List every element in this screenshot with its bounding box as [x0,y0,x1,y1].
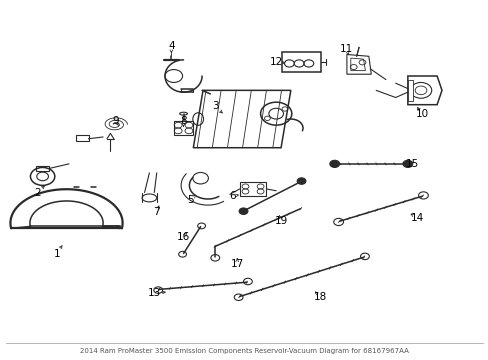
Text: 18: 18 [313,292,326,302]
Text: 19: 19 [274,216,287,226]
Text: 14: 14 [410,213,424,222]
Text: 6: 6 [228,191,235,201]
Text: 9: 9 [112,116,119,126]
Text: 4: 4 [168,41,174,50]
Text: 2: 2 [34,188,41,198]
Circle shape [329,160,339,167]
Text: 13: 13 [147,288,161,298]
Text: 7: 7 [153,207,160,217]
Polygon shape [407,80,412,101]
Text: 8: 8 [180,116,186,126]
Text: 15: 15 [405,159,419,169]
Text: 5: 5 [187,195,194,205]
Circle shape [239,208,247,215]
Text: 11: 11 [340,44,353,54]
Circle shape [402,160,412,167]
Circle shape [297,178,305,184]
Text: 10: 10 [415,109,428,119]
Text: 17: 17 [230,259,244,269]
Text: 3: 3 [211,102,218,112]
Text: 12: 12 [269,57,282,67]
Text: 2014 Ram ProMaster 3500 Emission Components Reservoir-Vacuum Diagram for 6816796: 2014 Ram ProMaster 3500 Emission Compone… [80,348,408,354]
Bar [282,51,321,72]
Text: 16: 16 [177,232,190,242]
Text: 1: 1 [53,248,60,258]
